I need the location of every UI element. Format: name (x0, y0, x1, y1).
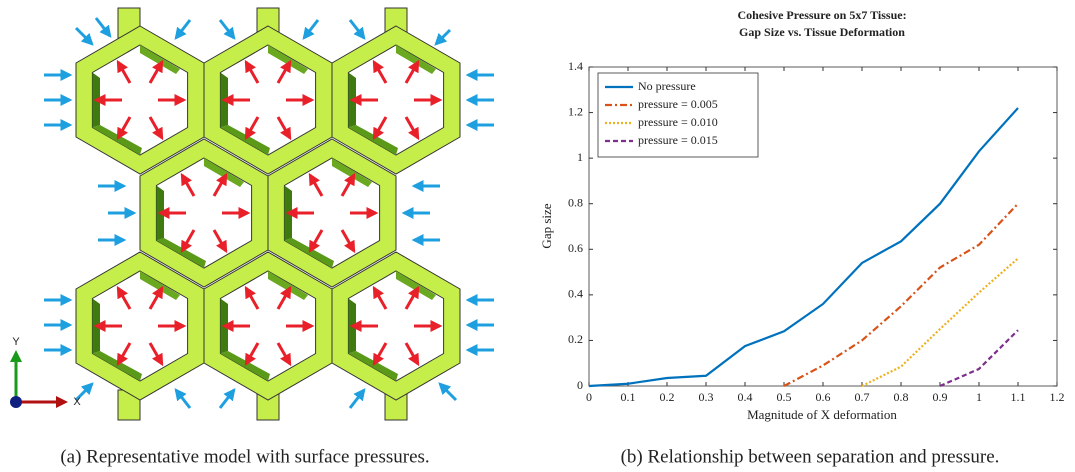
chart-title: Gap Size vs. Tissue Deformation (739, 25, 905, 39)
x-tick-label: 0.1 (621, 390, 636, 404)
chart-title: Cohesive Pressure on 5x7 Tissue: (737, 8, 906, 22)
y-tick-label: 0.8 (568, 195, 583, 209)
x-tick-label: 0.6 (816, 390, 831, 404)
legend-label: No pressure (638, 79, 696, 93)
x-axis-label: Magnitude of X deformation (747, 407, 897, 422)
x-tick-label: 0.3 (699, 390, 714, 404)
x-tick-label: 0.7 (855, 390, 870, 404)
y-axis-label: Gap size (539, 203, 554, 248)
page: Y X Cohesive Pressure on 5x7 Tissue: Gap… (0, 0, 1075, 472)
x-tick-label: 0.4 (738, 390, 753, 404)
series-line (940, 330, 1018, 386)
series-line (862, 258, 1018, 386)
y-tick-label: 1.2 (568, 104, 583, 118)
series-line (784, 204, 1018, 386)
legend-label: pressure = 0.005 (638, 97, 718, 111)
caption: (b) Relationship between separation and … (621, 446, 1000, 467)
legend-label: pressure = 0.015 (638, 133, 718, 147)
x-tick-label: 0.9 (933, 390, 948, 404)
y-tick-label: 1 (577, 150, 583, 164)
y-tick-label: 1.4 (568, 59, 583, 73)
x-tick-label: 0.8 (894, 390, 909, 404)
x-tick-label: 0.5 (777, 390, 792, 404)
x-tick-label: 0.2 (660, 390, 675, 404)
y-tick-label: 0.6 (568, 241, 583, 255)
y-tick-label: 0.4 (568, 287, 583, 301)
x-tick-label: 1.2 (1050, 390, 1065, 404)
y-tick-label: 0 (577, 378, 583, 392)
x-tick-label: 1.1 (1011, 390, 1026, 404)
chart: Cohesive Pressure on 5x7 Tissue: Gap Siz… (0, 0, 1075, 472)
x-tick-label: 1 (976, 390, 982, 404)
x-tick-label: 0 (586, 390, 592, 404)
caption: (a) Representative model with surface pr… (60, 446, 429, 467)
legend-label: pressure = 0.010 (638, 115, 718, 129)
y-tick-label: 0.2 (568, 332, 583, 346)
